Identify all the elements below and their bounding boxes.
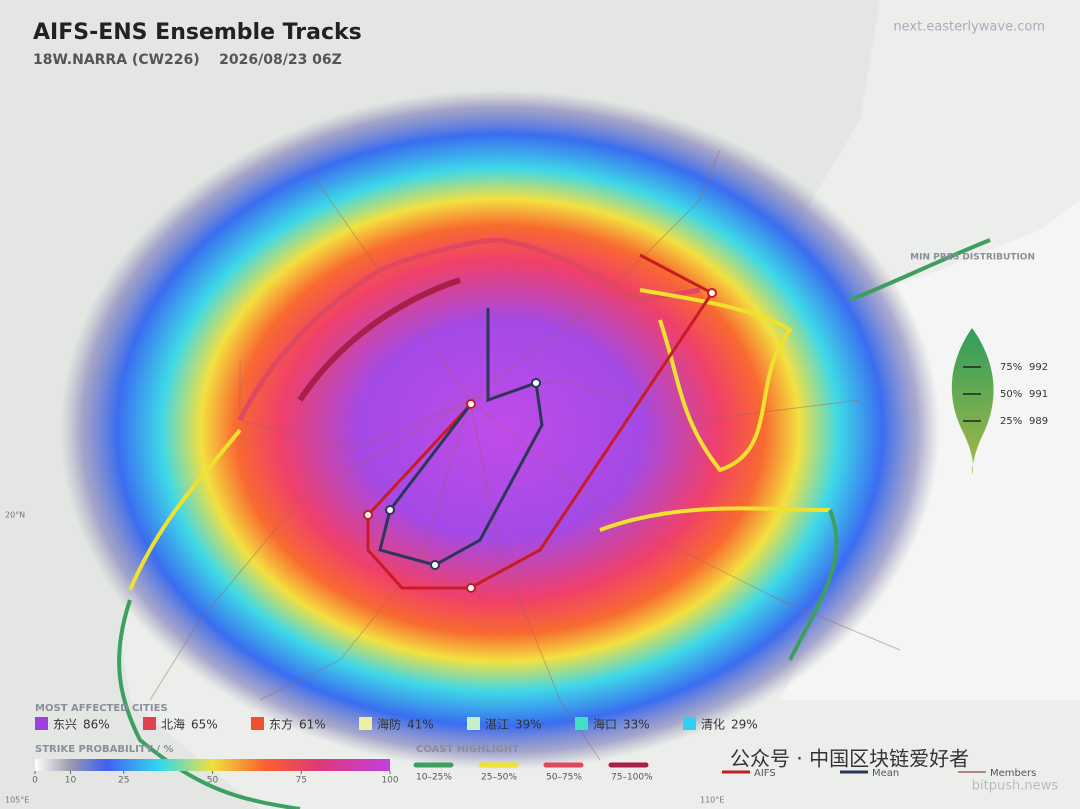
- city-name: 湛江: [485, 718, 509, 732]
- pres-pct: 25%: [1000, 416, 1022, 427]
- colorbar-tick-label: 100: [381, 776, 398, 786]
- city-name: 东方: [269, 717, 293, 732]
- city-swatch: [143, 717, 156, 730]
- track-points: [363, 288, 717, 593]
- coast-high: [237, 237, 701, 422]
- city-pct: 41%: [407, 718, 434, 732]
- city-pct: 61%: [299, 718, 326, 732]
- city-swatch: [467, 717, 480, 730]
- colorbar-tick-label: 25: [118, 776, 129, 786]
- pressure-violin: [951, 328, 994, 475]
- city-name: 海口: [593, 717, 617, 732]
- city-swatch: [35, 717, 48, 730]
- city-name: 海防: [377, 717, 401, 732]
- coast-label: 50–75%: [546, 773, 582, 783]
- min-pres-title: MIN PRES DISTRIBUTION: [910, 253, 1035, 263]
- track-label: Members: [990, 768, 1036, 779]
- colorbar-tick-label: 50: [207, 776, 219, 786]
- cities: 东兴 86% 北海 65% 东方 61% 海防 41% 湛江 39% 海口 33% 清化 29%: [35, 717, 758, 732]
- city-swatch: [251, 717, 264, 730]
- city-name: 东兴: [53, 718, 77, 732]
- city-pct: 33%: [623, 718, 650, 732]
- source: next.easterlywave.com: [893, 20, 1045, 35]
- mean-track: [378, 308, 544, 567]
- colorbar-tick-label: 10: [65, 776, 77, 786]
- city-swatch: [359, 717, 372, 730]
- lat-label: 20°N: [5, 511, 25, 520]
- lon-label: 105°E: [5, 796, 29, 805]
- cities-title: MOST AFFECTED CITIES: [35, 703, 168, 714]
- pres-pct: 50%: [1000, 389, 1022, 400]
- watermark: 公众号 · 中国区块链爱好者: [730, 747, 969, 771]
- city-name: 清化: [701, 718, 725, 732]
- track-legend: AIFS Mean Members: [722, 768, 1036, 779]
- track-label: Mean: [872, 768, 899, 779]
- track-label: AIFS: [754, 768, 776, 779]
- city-pct: 65%: [191, 718, 218, 732]
- watermark-site: bitpush.news: [972, 779, 1058, 794]
- city-swatch: [575, 717, 588, 730]
- lon-label: 110°E: [700, 796, 724, 805]
- colorbar-tick-label: 75: [296, 776, 307, 786]
- pres-pct: 75%: [1000, 362, 1022, 373]
- pres-value: 989: [1029, 416, 1048, 427]
- city-pct: 39%: [515, 718, 542, 732]
- strike-title: STRIKE PROBABILITY / %: [35, 744, 174, 755]
- min-pres-rows: 75% 992 50% 991 25% 989: [963, 362, 1048, 427]
- city-name: 北海: [161, 717, 185, 732]
- coast-label: 10–25%: [416, 773, 452, 783]
- colorbar: [35, 759, 390, 771]
- coast-label: 25–50%: [481, 773, 517, 783]
- pres-value: 992: [1029, 362, 1048, 373]
- pres-value: 991: [1029, 389, 1048, 400]
- colorbar-ticks: 0 10 25 50 75 100: [32, 771, 399, 786]
- coast-label: 75–100%: [611, 773, 653, 783]
- aifs-track: [366, 253, 715, 590]
- title: AIFS-ENS Ensemble Tracks: [33, 20, 362, 45]
- coast-low: [117, 238, 991, 809]
- city-pct: 29%: [731, 718, 758, 732]
- coast-highest: [297, 277, 461, 402]
- subtitle: 18W.NARRA (CW226) 2026/08/23 06Z: [33, 52, 342, 68]
- city-swatch: [683, 717, 696, 730]
- coast-mid: [128, 288, 831, 591]
- colorbar-tick-label: 0: [32, 776, 38, 786]
- coast-legend: 10–25% 25–50% 50–75% 75–100%: [413, 762, 653, 783]
- coast-title: COAST HIGHLIGHT: [416, 744, 519, 755]
- strike-probability: [60, 90, 940, 770]
- city-pct: 86%: [83, 718, 110, 732]
